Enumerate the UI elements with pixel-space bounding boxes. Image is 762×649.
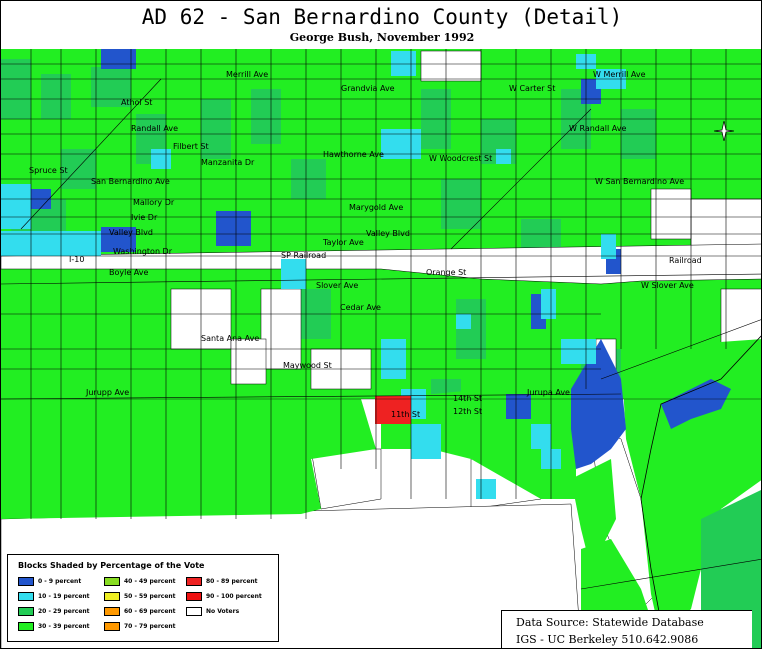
street-label: W Randall Ave [569, 124, 627, 133]
legend-swatch [104, 622, 120, 631]
river-east [701, 489, 761, 648]
block-0-9-group [31, 49, 731, 469]
street-label: W San Bernardino Ave [595, 177, 685, 186]
street-label: San Bernardino Ave [91, 177, 170, 186]
legend-swatch [18, 607, 34, 616]
street-label: Jurupp Ave [86, 388, 130, 397]
legend-swatch [186, 592, 202, 601]
street-label: Boyle Ave [109, 268, 149, 277]
street-label: Taylor Ave [323, 238, 364, 247]
street-label: Maywood St [283, 361, 332, 370]
map-title: AD 62 - San Bernardino County (Detail) [141, 5, 623, 29]
street-label: Randall Ave [131, 124, 178, 133]
legend-label: 20 - 29 percent [38, 608, 90, 615]
legend-swatch [104, 577, 120, 586]
street-label: Marygold Ave [349, 203, 404, 212]
legend-swatch [18, 592, 34, 601]
river-channel [640, 335, 761, 648]
data-source-line: Data Source: Statewide Database [516, 616, 704, 629]
river-bank [621, 339, 761, 639]
data-source-contact: IGS - UC Berkeley 510.642.9086 [516, 633, 699, 646]
legend-swatch [18, 622, 34, 631]
street-label: Merrill Ave [226, 70, 269, 79]
street-label: 11th St [391, 410, 421, 419]
legend-swatch [186, 577, 202, 586]
street-label: W Woodcrest St [429, 154, 493, 163]
legend-label: 70 - 79 percent [124, 623, 176, 630]
legend-swatch [186, 607, 202, 616]
map-legend: Blocks Shaded by Percentage of the Vote … [7, 554, 279, 642]
block-10-19-group [1, 51, 626, 499]
legend-title: Blocks Shaded by Percentage of the Vote [18, 561, 205, 570]
street-label: Slover Ave [316, 281, 359, 290]
north-arrow-icon [714, 121, 734, 141]
street-label: W Merrill Ave [593, 70, 646, 79]
street-label: 12th St [453, 407, 483, 416]
street-label: Spruce St [29, 166, 68, 175]
street-label: SP Railroad [281, 251, 327, 260]
legend-swatch [104, 592, 120, 601]
street-label: Athol St [121, 98, 153, 107]
street-label: Ivie Dr [131, 213, 158, 222]
precinct-map [1, 49, 761, 648]
legend-label: 50 - 59 percent [124, 593, 176, 600]
street-label: Railroad [669, 256, 702, 265]
street-label: W Slover Ave [641, 281, 694, 290]
street-label: Valley Blvd [366, 229, 410, 238]
legend-label: 30 - 39 percent [38, 623, 90, 630]
legend-label: 90 - 100 percent [206, 593, 262, 600]
street-label: Jurupa Ave [527, 388, 570, 397]
data-source-box: Data Source: Statewide Database IGS - UC… [501, 610, 752, 648]
street-label: Grandvia Ave [341, 84, 395, 93]
street-label: Orange St [426, 268, 467, 277]
block-80-89 [375, 396, 411, 424]
street-label: I-10 [69, 255, 85, 264]
street-label: Mallory Dr [133, 198, 175, 207]
legend-label: 0 - 9 percent [38, 578, 82, 585]
street-label: Filbert St [173, 142, 209, 151]
legend-label: 10 - 19 percent [38, 593, 90, 600]
street-label: Cedar Ave [340, 303, 381, 312]
legend-swatch [18, 577, 34, 586]
street-label: W Carter St [509, 84, 556, 93]
no-voter-areas [1, 50, 761, 648]
legend-label: No Voters [206, 608, 240, 615]
street-label: Hawthorne Ave [323, 150, 384, 159]
legend-label: 60 - 69 percent [124, 608, 176, 615]
legend-label: 80 - 89 percent [206, 578, 258, 585]
street-label: Valley Blvd [109, 228, 153, 237]
street-label: Washington Dr [113, 247, 173, 256]
legend-label: 40 - 49 percent [124, 578, 176, 585]
street-label: Santa Ana Ave [201, 334, 260, 343]
legend-swatch [104, 607, 120, 616]
map-subtitle: George Bush, November 1992 [289, 31, 475, 44]
street-label: 14th St [453, 394, 483, 403]
street-label: Manzanita Dr [201, 158, 255, 167]
street-grid [1, 49, 761, 590]
south-blocks [1, 399, 376, 519]
